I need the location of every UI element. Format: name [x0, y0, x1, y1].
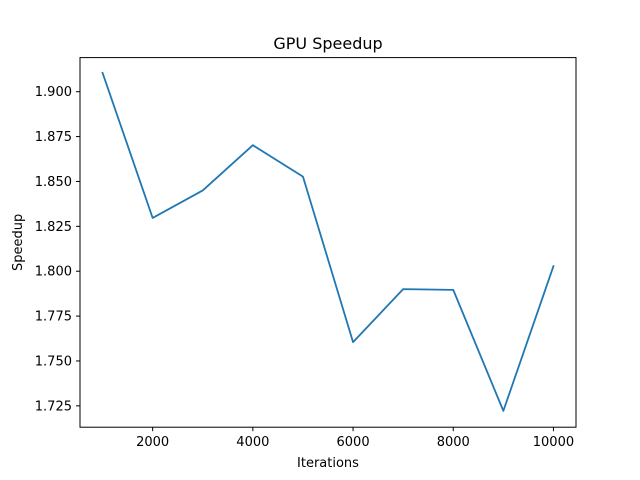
y-tick-label: 1.850 [35, 175, 72, 190]
x-tick-label: 2000 [136, 435, 169, 450]
y-tick-label: 1.800 [35, 265, 72, 280]
y-tick-label: 1.775 [35, 310, 72, 325]
y-tick-label: 1.750 [35, 354, 72, 369]
y-tick-label: 1.900 [35, 85, 72, 100]
y-axis-label: Speedup [11, 214, 26, 271]
plot-area [101, 71, 555, 412]
x-tick-label: 8000 [437, 435, 470, 450]
chart-title: GPU Speedup [273, 34, 382, 53]
x-axis-label: Iterations [297, 456, 359, 471]
x-axis-ticks: 2000 4000 6000 8000 10000 [136, 427, 574, 450]
x-tick-label: 6000 [337, 435, 370, 450]
series-line [101, 71, 555, 412]
y-tick-label: 1.725 [35, 399, 72, 414]
x-tick-label: 10000 [533, 435, 574, 450]
y-tick-label: 1.875 [35, 130, 72, 145]
y-tick-label: 1.825 [35, 220, 72, 235]
axes-frame [79, 57, 577, 428]
y-axis-ticks: 1.725 1.750 1.775 1.800 1.825 1.850 1.875 1.900 [35, 85, 80, 414]
x-tick-label: 4000 [236, 435, 269, 450]
